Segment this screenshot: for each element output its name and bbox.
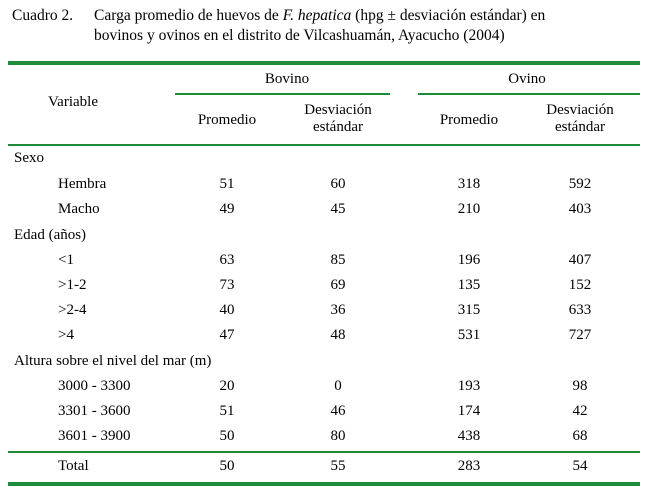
table-top-rule [8, 61, 640, 65]
header-group-ovino: Ovino [508, 71, 546, 87]
header-ovino-mean: Promedio [439, 112, 499, 128]
table-cell: 36 [330, 302, 346, 318]
table-cell: 47 [219, 327, 235, 343]
table-cell: 85 [330, 252, 346, 268]
row-label-altura-3000: 3000 - 3300 [58, 378, 131, 394]
table-cell: 210 [457, 201, 481, 217]
header-bovino-sd-line2: estándar [313, 119, 363, 135]
header-ovino-sd: Desviación estándar [546, 102, 613, 136]
table-cell: 531 [457, 327, 481, 343]
table-cell: 54 [572, 458, 588, 474]
table-cell: 42 [572, 403, 588, 419]
table-cell: 50 [219, 428, 235, 444]
header-group-bovino: Bovino [264, 71, 310, 87]
section-title-sexo: Sexo [14, 150, 44, 166]
table-cell: 193 [457, 378, 481, 394]
table-cell: 407 [568, 252, 592, 268]
table-cell: 55 [330, 458, 346, 474]
table-cell: 40 [219, 302, 235, 318]
caption-label: Cuadro 2. [12, 7, 74, 24]
caption-text-end: (hpg ± desviación estándar) en [351, 7, 546, 24]
table-cell: 633 [568, 302, 592, 318]
table-bottom-rule [8, 482, 640, 486]
table-caption: Cuadro 2. Carga promedio de huevos de F. … [12, 6, 642, 46]
table-cell: 68 [572, 428, 588, 444]
bovino-group-rule [175, 93, 390, 95]
header-variable: Variable [48, 94, 98, 110]
table-cell: 48 [330, 327, 346, 343]
table-cell: 135 [457, 277, 481, 293]
row-label-altura-3601: 3601 - 3900 [58, 428, 131, 444]
row-label-edad-2-4: >2-4 [58, 302, 87, 318]
section-title-altura: Altura sobre el nivel del mar (m) [14, 353, 212, 369]
row-label-total: Total [58, 458, 89, 474]
row-label-edad-gt4: >4 [58, 327, 74, 343]
table-cell: 98 [572, 378, 588, 394]
table-cell: 592 [568, 176, 592, 192]
table-cell: 46 [330, 403, 346, 419]
header-bovino-sd: Desviación estándar [304, 102, 371, 136]
table-cell: 152 [568, 277, 592, 293]
table-cell: 438 [457, 428, 481, 444]
caption-line-1: Cuadro 2. Carga promedio de huevos de F. … [12, 6, 642, 26]
total-top-rule [8, 451, 640, 453]
table-cell: 45 [330, 201, 346, 217]
header-ovino-sd-line1: Desviación [546, 102, 614, 118]
header-bovino-sd-line1: Desviación [304, 102, 372, 118]
table-cell: 73 [219, 277, 235, 293]
row-label-hembra: Hembra [58, 176, 107, 192]
table-cell: 20 [219, 378, 235, 394]
table-cell: 318 [457, 176, 481, 192]
section-title-edad: Edad (años) [14, 227, 87, 243]
table-cell: 283 [457, 458, 481, 474]
header-bovino-mean: Promedio [197, 112, 257, 128]
header-bottom-rule [8, 144, 640, 146]
table-cell: 403 [568, 201, 592, 217]
table-cell: 0 [334, 378, 342, 394]
caption-species: F. hepatica [282, 7, 352, 24]
row-label-edad-1-2: >1-2 [58, 277, 87, 293]
table-cell: 51 [219, 176, 235, 192]
table-cell: 69 [330, 277, 346, 293]
table-cell: 51 [219, 403, 235, 419]
caption-text-start: Carga promedio de huevos de [94, 7, 283, 24]
table-cell: 80 [330, 428, 346, 444]
row-label-macho: Macho [58, 201, 100, 217]
row-label-altura-3301: 3301 - 3600 [58, 403, 131, 419]
ovino-group-rule [418, 93, 640, 95]
row-label-edad-lt1: <1 [58, 252, 74, 268]
table-cell: 50 [219, 458, 235, 474]
table-cell: 60 [330, 176, 346, 192]
header-ovino-sd-line2: estándar [555, 119, 605, 135]
table-cell: 315 [457, 302, 481, 318]
table-cell: 727 [568, 327, 592, 343]
caption-line-2: bovinos y ovinos en el distrito de Vilca… [94, 27, 505, 44]
table-cell: 49 [219, 201, 235, 217]
table-cell: 196 [457, 252, 481, 268]
table-cell: 174 [457, 403, 481, 419]
table-cell: 63 [219, 252, 235, 268]
